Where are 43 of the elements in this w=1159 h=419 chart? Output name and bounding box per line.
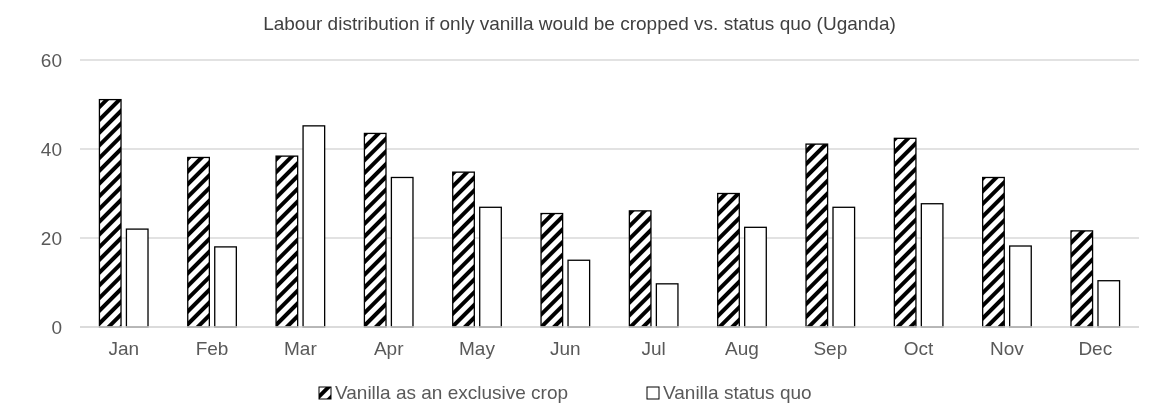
bar [540,212,564,328]
x-tick-label: May [459,338,496,359]
x-tick-label: Feb [195,338,229,359]
bar [982,176,1005,328]
x-tick-label: Mar [284,338,318,359]
bar [744,226,767,328]
x-tick-label: Aug [725,338,759,359]
bar [893,137,917,328]
y-tick-label: 0 [51,316,62,338]
x-tick-label: Dec [1078,338,1113,359]
x-tick-label: Apr [373,338,405,359]
bar [390,176,414,328]
bar [479,206,502,328]
bar [275,155,299,328]
bar [98,98,122,328]
legend-label: Vanilla as an exclusive crop [335,382,569,403]
x-tick-label: Jul [641,338,666,359]
chart-title: Labour distribution if only vanilla would be cropped vs. status quo (Uganda) [263,13,896,34]
x-tick-label: Jan [108,338,140,359]
x-tick-label: Sep [813,338,848,359]
bar [832,206,856,328]
legend-label: Vanilla status quo [663,382,812,403]
y-tick-label: 20 [40,227,62,249]
bar [628,210,652,328]
y-tick-label: 40 [40,138,62,160]
bar [717,192,740,328]
bar [363,132,387,328]
bar [187,156,210,328]
bar [1097,280,1121,328]
bar [1070,230,1094,328]
bar [920,203,944,328]
bar [1009,245,1032,328]
x-tick-label: Jun [550,338,581,359]
bar [567,259,591,328]
bar [655,283,679,328]
bar [302,125,326,328]
x-tick-label: Oct [903,338,935,359]
bar [805,143,829,328]
bar [452,171,475,328]
y-tick-label: 60 [40,49,62,71]
bar [125,228,149,328]
bar [214,246,237,328]
x-tick-label: Nov [990,338,1025,359]
